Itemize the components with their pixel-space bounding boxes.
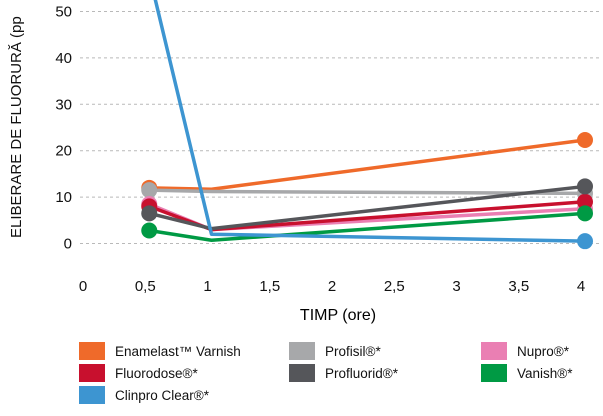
legend-item: Profluorid®*: [289, 364, 398, 382]
y-axis-ticks: 0 10 20 30 40 50: [55, 4, 72, 253]
legend-label: Nupro®*: [517, 343, 569, 359]
legend-item: Profisil®*: [289, 342, 381, 360]
legend-label: Profisil®*: [325, 343, 381, 359]
data-point: [577, 233, 593, 250]
legend-label: Vanish®*: [517, 365, 573, 381]
legend-item: Enamelast™ Varnish: [79, 342, 241, 360]
y-tick-label: 30: [55, 96, 72, 113]
x-tick-label: 4: [577, 278, 585, 295]
legend-swatch: [481, 364, 507, 382]
legend-swatch: [289, 342, 315, 360]
x-tick-label: 0,5: [135, 278, 156, 295]
x-tick-label: 1: [203, 278, 211, 295]
legend-swatch: [79, 364, 105, 382]
legend-label: Clinpro Clear®*: [115, 387, 209, 403]
x-axis-label: TIMP (ore): [300, 307, 376, 324]
legend-item: Clinpro Clear®*: [79, 386, 209, 404]
legend-label: Enamelast™ Varnish: [115, 343, 241, 359]
series-lines: [141, 0, 593, 250]
legend-swatch: [289, 364, 315, 382]
y-tick-label: 0: [64, 236, 72, 253]
x-tick-label: 3: [452, 278, 460, 295]
grid-lines: [80, 11, 600, 244]
legend-label: Profluorid®*: [325, 365, 398, 381]
y-axis-label: ELIBERARE DE FLUORURĂ (pp: [8, 16, 25, 238]
series-line: [149, 138, 586, 191]
y-axis-label-wrapper: ELIBERARE DE FLUORURĂ (pp: [8, 0, 30, 245]
x-tick-label: 2: [328, 278, 336, 295]
legend-item: Vanish®*: [481, 364, 572, 382]
data-point: [141, 182, 158, 199]
data-point: [577, 178, 593, 195]
legend-swatch: [79, 342, 105, 360]
y-tick-label: 10: [55, 189, 72, 206]
data-point: [141, 205, 158, 222]
x-axis-ticks: 0 0,5 1 1,5 2 2,5 3 3,5 4: [79, 278, 585, 295]
legend-swatch: [79, 386, 105, 404]
legend-label: Fluorodose®*: [115, 365, 198, 381]
series-line: [153, 0, 586, 243]
y-tick-label: 20: [55, 143, 72, 160]
legend-item: Fluorodose®*: [79, 364, 198, 382]
series-line: [149, 188, 586, 196]
legend-item: Nupro®*: [481, 342, 569, 360]
data-point: [577, 132, 593, 149]
x-tick-label: 1,5: [259, 278, 280, 295]
y-tick-label: 50: [55, 4, 72, 21]
x-tick-label: 3,5: [508, 278, 529, 295]
series-line: [148, 199, 586, 232]
y-tick-label: 40: [55, 50, 72, 67]
data-point: [577, 193, 593, 210]
legend-swatch: [481, 342, 507, 360]
x-tick-label: 2,5: [384, 278, 405, 295]
data-point: [141, 222, 158, 239]
line-chart: 0 10 20 30 40 50 0 0,5 1 1,5 2 2,5 3 3,5 4 TIMP (ore): [55, 0, 600, 324]
data-point: [577, 205, 593, 222]
series-line: [148, 211, 586, 243]
x-tick-label: 0: [79, 278, 87, 295]
legend: Enamelast™ Varnish Profisil®* Nupro®* Fluor…: [79, 342, 599, 416]
